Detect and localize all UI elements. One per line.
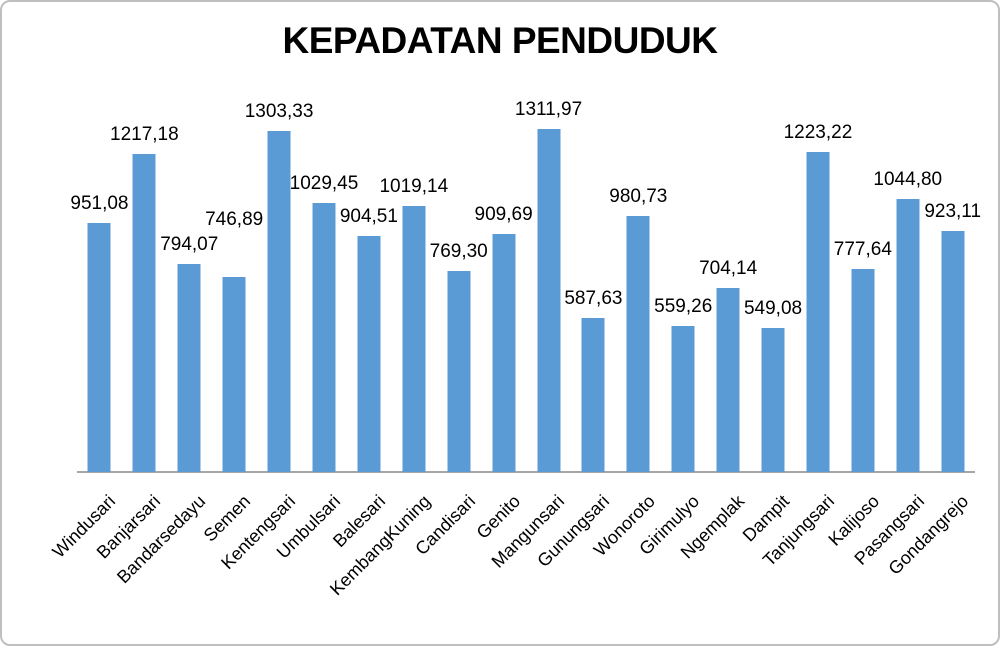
bar-column: 777,64 — [834, 90, 892, 473]
bar-Wonoroto — [626, 216, 650, 472]
value-label: 951,08 — [70, 193, 129, 214]
bar-column: 704,14 — [699, 90, 757, 473]
value-label: 1029,45 — [289, 173, 359, 194]
bar-column: 909,69 — [475, 90, 533, 473]
bar-Mangunsari — [537, 129, 561, 472]
bar-Candisari — [447, 271, 471, 472]
value-label: 1217,18 — [110, 124, 179, 145]
value-label: 587,63 — [564, 288, 623, 309]
bar-Kalijoso — [851, 269, 875, 472]
bar-Dampit — [761, 328, 785, 472]
bar-column: 559,26 — [654, 90, 712, 473]
value-label: 1311,97 — [514, 99, 583, 120]
bar-column: 549,08 — [744, 90, 802, 473]
bar-Gondangrejo — [941, 231, 965, 472]
x-axis-labels: Windusari Banjarsari Bandarsedayu Semen Kent… — [49, 479, 975, 644]
bar-column: 587,63 — [564, 90, 622, 473]
value-label: 1019,14 — [379, 176, 449, 197]
bar-Genito — [492, 234, 516, 472]
bar-column: 980,73 — [609, 90, 667, 473]
value-label: 923,11 — [924, 201, 982, 222]
bar-Windusari — [87, 223, 111, 472]
bar-column: 1019,14 — [379, 90, 448, 473]
bar-Umbulsari — [312, 203, 336, 472]
bar-column: 1303,33 — [245, 90, 313, 473]
bar-column: 951,08 — [70, 90, 129, 473]
bar-column: 769,30 — [430, 90, 488, 473]
bar-Tanjungsari — [806, 152, 830, 472]
value-label: 746,89 — [205, 209, 264, 230]
bar-column: 746,89 — [205, 90, 263, 473]
bar-Banjarsari — [132, 154, 156, 472]
value-label: 1044,80 — [873, 169, 943, 190]
value-label: 777,64 — [833, 239, 892, 260]
bar-Pasangsari — [896, 199, 920, 472]
value-label: 769,30 — [429, 241, 488, 262]
bar-column: 794,07 — [160, 90, 218, 473]
bar-column: 1311,97 — [515, 90, 582, 473]
bar-column: 1044,80 — [873, 90, 942, 473]
value-label: 794,07 — [160, 234, 219, 255]
plot-area: 951,08 1217,18 794,07 746,89 1303,33 1029,45 9… — [70, 90, 981, 473]
value-label: 704,14 — [699, 258, 758, 279]
value-label: 904,51 — [339, 206, 398, 227]
bar-Semen — [222, 277, 246, 472]
value-label: 980,73 — [609, 186, 668, 207]
bar-Ngemplak — [716, 288, 740, 472]
value-label: 549,08 — [743, 298, 803, 319]
bar-column: 1029,45 — [290, 90, 358, 473]
bar-column: 904,51 — [340, 90, 398, 473]
bar-column: 1217,18 — [110, 90, 179, 473]
bar-Girimulyo — [671, 326, 695, 472]
bar-Kentengsari — [267, 131, 291, 472]
bar-Bandarsedayu — [177, 264, 201, 472]
value-label: 559,26 — [654, 296, 713, 317]
bar-KembangKuning — [402, 206, 426, 472]
bar-column: 923,11 — [924, 90, 981, 473]
chart-title: KEPADATAN PENDUDUK — [282, 20, 719, 61]
bar-column: 1223,22 — [784, 90, 852, 473]
bar-Balesari — [357, 236, 381, 472]
value-label: 909,69 — [474, 204, 533, 225]
bar-Gunungsari — [581, 318, 605, 472]
value-label: 1303,33 — [244, 101, 314, 122]
value-label: 1223,22 — [783, 122, 853, 143]
x-axis-line — [77, 471, 975, 473]
